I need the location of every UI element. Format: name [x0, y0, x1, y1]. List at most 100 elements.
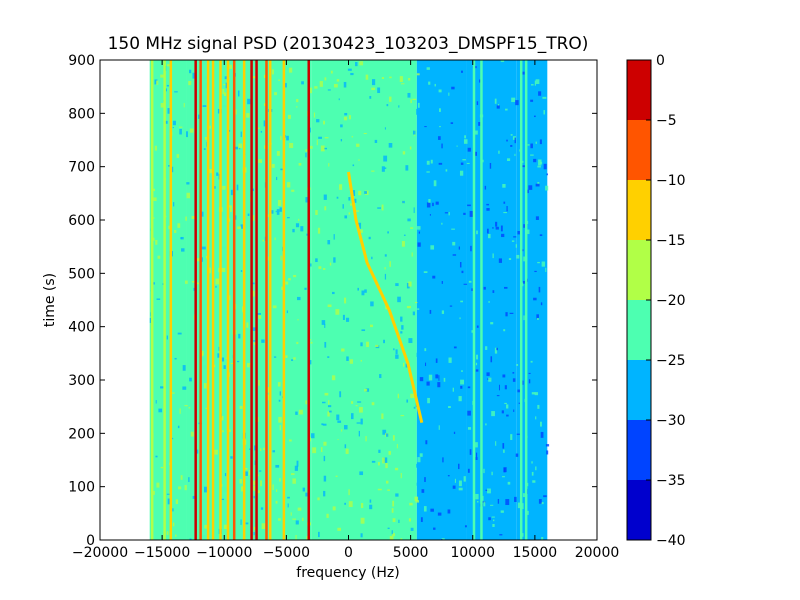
noise-cell — [432, 202, 434, 207]
noise-cell — [398, 519, 400, 524]
noise-cell — [175, 499, 179, 505]
noise-cell — [249, 448, 252, 450]
noise-cell — [494, 98, 497, 104]
noise-cell — [387, 489, 390, 491]
noise-cell — [221, 267, 226, 273]
noise-cell — [221, 415, 224, 421]
noise-cell — [536, 317, 539, 320]
noise-cell — [460, 162, 464, 165]
noise-cell — [528, 372, 531, 375]
noise-cell — [543, 110, 545, 115]
noise-cell — [435, 358, 438, 363]
noise-cell — [454, 478, 456, 483]
noise-cell — [483, 286, 486, 290]
noise-cell — [438, 108, 441, 112]
noise-cell — [346, 356, 349, 361]
noise-cell — [528, 379, 531, 384]
noise-cell — [540, 502, 544, 505]
noise-cell — [495, 441, 497, 446]
noise-cell — [517, 502, 522, 509]
noise-cell — [181, 236, 184, 240]
noise-cell — [391, 508, 394, 513]
noise-cell — [348, 501, 353, 508]
noise-cell — [280, 168, 285, 171]
noise-cell — [361, 290, 365, 296]
noise-cell — [507, 158, 511, 162]
noise-cell — [352, 164, 355, 167]
noise-cell — [476, 101, 479, 106]
noise-cell — [461, 270, 464, 274]
noise-cell — [407, 218, 411, 222]
noise-cell — [364, 191, 367, 194]
noise-cell — [505, 108, 508, 111]
y-axis-label: time (s) — [42, 273, 58, 327]
noise-cell — [406, 305, 411, 309]
noise-cell — [371, 460, 376, 463]
heatmap-band — [149, 60, 187, 540]
noise-cell — [313, 112, 316, 118]
noise-cell — [515, 244, 517, 248]
noise-cell — [323, 268, 326, 270]
noise-cell — [539, 161, 543, 164]
noise-cell — [388, 451, 391, 455]
noise-cell — [490, 322, 494, 325]
colorbar-tick-label: −25 — [656, 353, 686, 369]
noise-cell — [223, 524, 228, 530]
noise-cell — [384, 254, 387, 257]
noise-cell — [539, 139, 542, 145]
noise-cell — [427, 397, 430, 404]
noise-cell — [318, 136, 322, 139]
noise-cell — [275, 210, 277, 213]
noise-cell — [261, 523, 266, 530]
y-tick-label: 500 — [68, 266, 95, 282]
noise-cell — [382, 429, 387, 435]
noise-cell — [501, 410, 504, 414]
noise-cell — [179, 408, 181, 414]
noise-cell — [262, 239, 265, 242]
noise-cell — [259, 448, 262, 451]
noise-cell — [407, 92, 411, 98]
noise-cell — [545, 185, 549, 191]
noise-cell — [441, 310, 445, 314]
noise-cell — [511, 97, 516, 103]
noise-cell — [239, 405, 243, 409]
noise-cell — [360, 418, 363, 425]
colorbar-level — [627, 300, 651, 360]
noise-cell — [343, 81, 347, 88]
noise-cell — [412, 98, 417, 101]
noise-cell — [512, 372, 515, 374]
noise-cell — [423, 271, 428, 273]
noise-cell — [424, 477, 426, 482]
noise-cell — [317, 497, 320, 501]
noise-cell — [297, 319, 299, 321]
noise-cell — [312, 447, 317, 454]
noise-cell — [230, 189, 233, 196]
noise-cell — [516, 433, 520, 435]
noise-cell — [177, 332, 182, 335]
noise-cell — [188, 80, 192, 86]
noise-cell — [428, 81, 431, 85]
noise-cell — [441, 222, 443, 225]
x-axis-label: frequency (Hz) — [296, 565, 399, 581]
noise-cell — [275, 500, 278, 504]
y-tick-label: 300 — [68, 373, 95, 389]
noise-cell — [273, 356, 277, 358]
noise-cell — [234, 146, 239, 150]
noise-cell — [417, 102, 420, 108]
noise-cell — [336, 414, 340, 421]
noise-cell — [492, 523, 495, 527]
noise-cell — [240, 519, 242, 525]
y-tick-label: 700 — [68, 160, 95, 176]
noise-cell — [274, 237, 276, 241]
noise-cell — [512, 378, 516, 382]
noise-cell — [327, 304, 332, 308]
noise-cell — [355, 405, 358, 407]
noise-cell — [305, 400, 308, 405]
noise-cell — [459, 170, 464, 176]
noise-cell — [323, 120, 325, 125]
noise-cell — [157, 255, 161, 259]
noise-cell — [323, 455, 326, 462]
noise-cell — [332, 291, 335, 295]
noise-cell — [348, 115, 351, 120]
noise-cell — [395, 283, 399, 287]
